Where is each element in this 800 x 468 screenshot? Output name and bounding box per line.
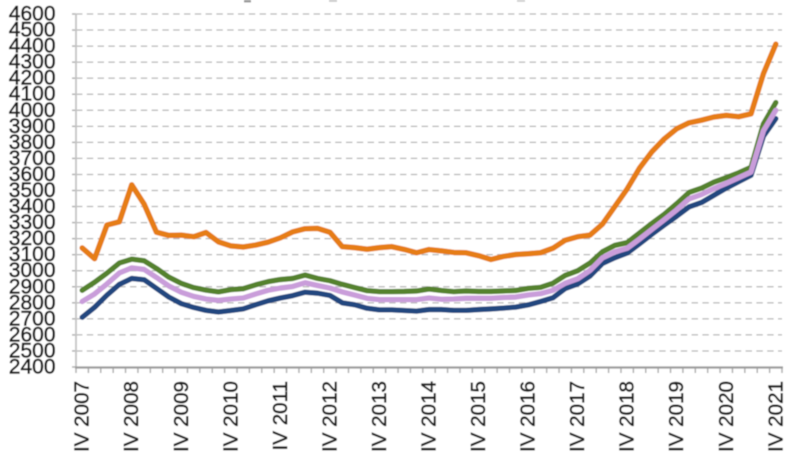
svg-text:4100: 4100 — [9, 83, 56, 106]
svg-text:4300: 4300 — [9, 51, 56, 74]
svg-text:3600: 3600 — [9, 163, 56, 186]
svg-text:4600: 4600 — [9, 3, 56, 26]
svg-text:4000: 4000 — [9, 99, 56, 122]
svg-text:IV 2011: IV 2011 — [269, 381, 292, 450]
svg-text:IV 2009: IV 2009 — [170, 381, 193, 452]
svg-text:IV 2017: IV 2017 — [566, 381, 589, 452]
svg-text:IV 2013: IV 2013 — [368, 381, 391, 452]
svg-text:4500: 4500 — [9, 19, 56, 42]
svg-text:3700: 3700 — [9, 147, 56, 170]
svg-text:2500: 2500 — [9, 339, 56, 362]
svg-text:2700: 2700 — [9, 307, 56, 330]
svg-text:IV 2020: IV 2020 — [715, 381, 738, 452]
svg-text:4200: 4200 — [9, 67, 56, 90]
svg-text:3300: 3300 — [9, 211, 56, 234]
svg-text:2900: 2900 — [9, 275, 56, 298]
svg-text:IV 2007: IV 2007 — [71, 381, 94, 452]
svg-text:2800: 2800 — [9, 291, 56, 314]
svg-text:IV 2008: IV 2008 — [120, 381, 143, 452]
svg-text:IV 2014: IV 2014 — [418, 381, 441, 452]
svg-text:3200: 3200 — [9, 227, 56, 250]
svg-text:3000: 3000 — [9, 259, 56, 282]
svg-text:2400: 2400 — [9, 356, 56, 379]
svg-text:IV 2015: IV 2015 — [467, 381, 490, 452]
svg-text:3900: 3900 — [9, 115, 56, 138]
svg-text:IV 2019: IV 2019 — [665, 381, 688, 452]
svg-text:3400: 3400 — [9, 195, 56, 218]
svg-text:3500: 3500 — [9, 179, 56, 202]
svg-text:IV 2018: IV 2018 — [616, 381, 639, 452]
svg-text:IV 2021: IV 2021 — [764, 381, 787, 452]
svg-text:IV 2012: IV 2012 — [318, 381, 341, 452]
svg-text:3800: 3800 — [9, 131, 56, 154]
svg-text:IV 2010: IV 2010 — [219, 381, 242, 452]
svg-text:4400: 4400 — [9, 35, 56, 58]
svg-text:2600: 2600 — [9, 323, 56, 346]
svg-text:IV 2016: IV 2016 — [517, 381, 540, 452]
svg-text:3100: 3100 — [9, 243, 56, 266]
